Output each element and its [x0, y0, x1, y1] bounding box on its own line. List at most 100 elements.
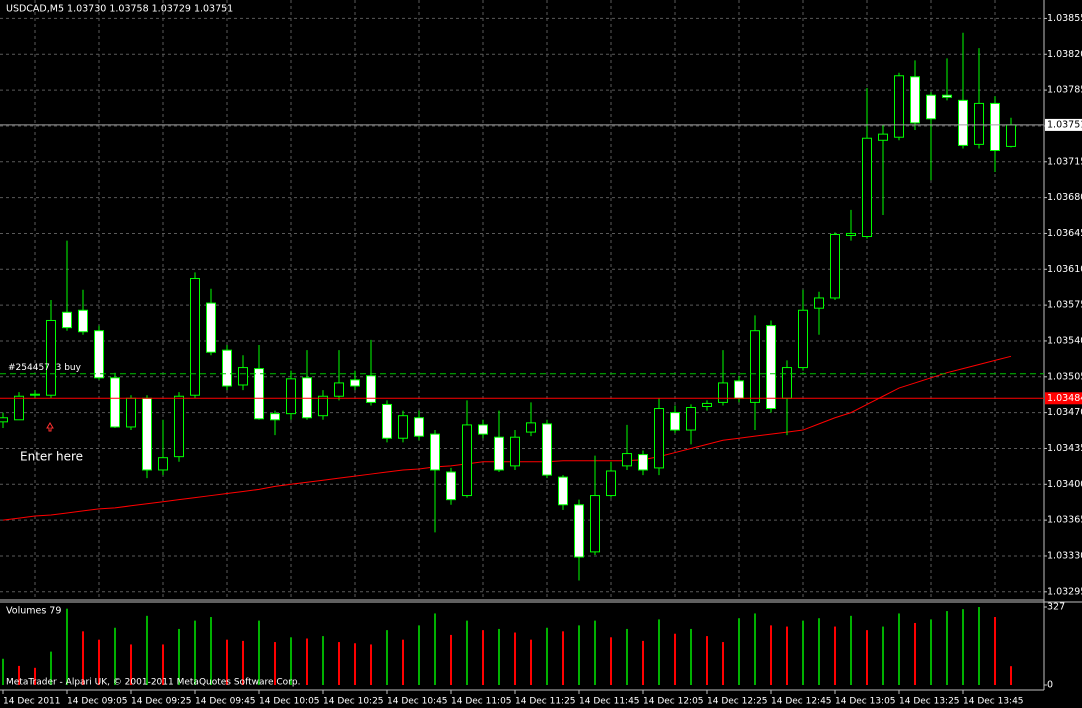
candle-body: [254, 368, 264, 420]
volume-tick-label: 0: [1047, 680, 1053, 691]
candle-body: [542, 423, 552, 476]
x-tick-label: 14 Dec 13:25: [899, 697, 960, 707]
candle-body: [350, 379, 360, 387]
y-tick-label: 1.03645: [1047, 228, 1082, 239]
candle-body: [926, 94, 936, 120]
moving-average: [2, 355, 1012, 521]
candle-body: [206, 302, 216, 353]
candle-body: [430, 433, 440, 471]
candle-body: [318, 395, 328, 417]
candle-body: [526, 422, 536, 433]
y-tick-label: 1.03575: [1047, 300, 1082, 311]
x-tick-label: 14 Dec 11:05: [451, 697, 512, 707]
x-tick-label: 14 Dec 13:45: [963, 697, 1024, 707]
candle-body: [334, 382, 344, 397]
x-tick-label: 14 Dec 11:45: [579, 697, 640, 707]
candle-body: [94, 330, 104, 379]
y-tick-label: 1.03785: [1047, 85, 1082, 96]
candle-body: [62, 311, 72, 329]
x-tick-label: 14 Dec 10:05: [259, 697, 320, 707]
x-tick-label: 14 Dec 10:25: [323, 697, 384, 707]
x-tick-label: 14 Dec 2011: [3, 697, 61, 707]
candle-body: [686, 407, 696, 431]
candle-body: [782, 367, 792, 399]
buy-arrow: [46, 422, 54, 432]
candle-body: [910, 76, 920, 124]
candle-body: [846, 232, 856, 236]
candle-body: [382, 403, 392, 439]
volume-tick-label: 327: [1047, 602, 1065, 613]
candle-body: [958, 99, 968, 146]
candle-body: [654, 408, 664, 469]
candle-body: [510, 436, 520, 467]
candle-body: [14, 395, 24, 421]
candle-body: [990, 102, 1000, 152]
volume-label: Volumes 79: [6, 606, 61, 617]
candle-body: [446, 471, 456, 501]
candle-body: [974, 102, 984, 145]
bid-label: 1.03751: [1047, 119, 1082, 130]
candle-body: [1006, 124, 1016, 147]
candle-body: [638, 454, 648, 471]
level-box: [1045, 392, 1082, 405]
candle-body: [478, 424, 488, 435]
candle-body: [238, 367, 248, 386]
x-tick-label: 14 Dec 13:05: [835, 697, 896, 707]
y-tick-label: 1.03330: [1047, 550, 1082, 561]
candle-body: [590, 495, 600, 553]
candle-body: [718, 382, 728, 403]
annotation: Enter here: [20, 450, 83, 464]
candle-body: [78, 309, 88, 333]
candle-body: [558, 476, 568, 506]
candle-body: [750, 330, 760, 403]
x-tick-label: 14 Dec 09:45: [195, 697, 256, 707]
y-tick-label: 1.03505: [1047, 371, 1082, 382]
candle-body: [414, 417, 424, 437]
y-tick-label: 1.03680: [1047, 192, 1082, 203]
candle-body: [142, 397, 152, 471]
x-tick-label: 14 Dec 12:45: [771, 697, 832, 707]
candle-body: [670, 412, 680, 431]
y-tick-label: 1.03470: [1047, 407, 1082, 418]
y-tick-label: 1.03820: [1047, 49, 1082, 60]
candle-body: [174, 395, 184, 458]
y-tick-label: 1.03610: [1047, 264, 1082, 275]
candle-body: [270, 413, 280, 421]
candle-body: [190, 277, 200, 396]
candle-body: [222, 349, 232, 387]
x-tick-label: 14 Dec 10:45: [387, 697, 448, 707]
y-tick-label: 1.03400: [1047, 479, 1082, 490]
y-tick-label: 1.03540: [1047, 335, 1082, 346]
candle-body: [830, 233, 840, 299]
candle-body: [30, 393, 40, 396]
x-tick-label: 14 Dec 12:25: [707, 697, 768, 707]
candle-body: [766, 325, 776, 410]
candle-body: [622, 453, 632, 467]
candle-body: [734, 380, 744, 399]
y-tick-label: 1.03295: [1047, 586, 1082, 597]
y-tick-label: 1.03365: [1047, 515, 1082, 526]
candle-body: [0, 417, 8, 423]
candle-body: [574, 504, 584, 558]
footer: MetaTrader - Alpari UK, © 2001-2011 Meta…: [6, 678, 300, 688]
candle-body: [46, 319, 56, 396]
order-label: #254457 3 buy: [8, 363, 82, 373]
candle-body: [126, 397, 136, 428]
candle-body: [302, 377, 312, 419]
candle-body: [606, 470, 616, 497]
candle-body: [366, 375, 376, 403]
candle-body: [702, 402, 712, 407]
candle-body: [798, 309, 808, 369]
x-tick-label: 14 Dec 09:25: [131, 697, 192, 707]
candle-body: [398, 415, 408, 439]
x-tick-label: 14 Dec 09:05: [67, 697, 128, 707]
y-tick-label: 1.03855: [1047, 13, 1082, 24]
candle-body: [158, 457, 168, 471]
candle-body: [878, 133, 888, 141]
level-label: 1.03484: [1047, 393, 1082, 404]
bid-box: [1045, 118, 1082, 131]
candle-body: [894, 75, 904, 138]
candle-body: [286, 378, 296, 415]
candle-body: [814, 297, 824, 309]
